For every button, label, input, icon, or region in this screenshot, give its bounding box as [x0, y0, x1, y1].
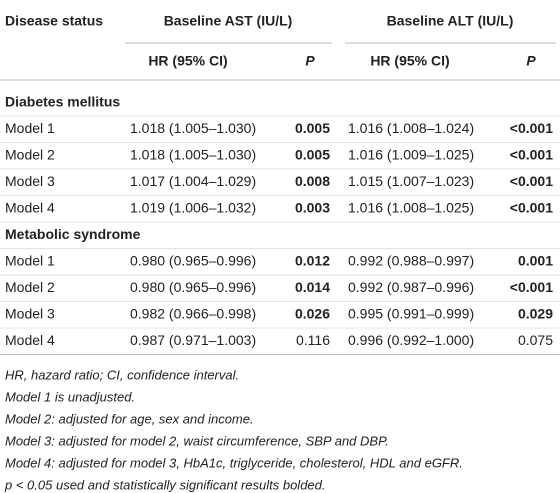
table-cell: 1.018 (1.005–1.030) — [130, 120, 256, 136]
row-label: Model 3 — [5, 306, 55, 322]
table-cell: <0.001 — [510, 279, 553, 295]
subheader-cell: HR (95% CI) — [148, 53, 227, 69]
subheader-cell: P — [305, 53, 315, 69]
table-cell: 0.980 (0.965–0.996) — [130, 279, 256, 295]
table-cell: 1.016 (1.008–1.024) — [348, 120, 474, 136]
footnote: HR, hazard ratio; CI, confidence interva… — [5, 367, 239, 382]
table-cell: 1.015 (1.007–1.023) — [348, 173, 474, 189]
table-cell: 0.075 — [518, 332, 553, 348]
table-cell: 0.001 — [518, 253, 553, 269]
table-cell: 0.982 (0.966–0.998) — [130, 306, 256, 322]
table-cell: <0.001 — [510, 147, 553, 163]
row-label: Model 4 — [5, 332, 55, 348]
table-cell: 0.012 — [295, 253, 330, 269]
header-cell: Baseline ALT (IU/L) — [387, 13, 514, 29]
footnote: Model 2: adjusted for age, sex and incom… — [5, 411, 254, 426]
section-title: Diabetes mellitus — [5, 94, 120, 110]
header-cell: Baseline AST (IU/L) — [164, 13, 293, 29]
subheader-cell: P — [526, 53, 536, 69]
table-cell: 0.005 — [295, 147, 330, 163]
section-title: Metabolic syndrome — [5, 226, 141, 242]
footnote: Model 4: adjusted for model 3, HbA1c, tr… — [5, 455, 463, 470]
row-label: Model 4 — [5, 200, 55, 216]
table-cell: 0.026 — [295, 306, 330, 322]
table-cell: 1.016 (1.009–1.025) — [348, 147, 474, 163]
row-label: Model 2 — [5, 147, 55, 163]
table-cell: 1.019 (1.006–1.032) — [130, 200, 256, 216]
table-cell: 0.008 — [295, 173, 330, 189]
table-cell: 1.017 (1.004–1.029) — [130, 173, 256, 189]
table-cell: <0.001 — [510, 173, 553, 189]
table-cell: <0.001 — [510, 120, 553, 136]
table-cell: 0.992 (0.988–0.997) — [348, 253, 474, 269]
footnote: p < 0.05 used and statistically signific… — [4, 477, 326, 492]
table-cell: 0.116 — [296, 332, 330, 348]
table-cell: 1.016 (1.008–1.025) — [348, 200, 474, 216]
table-cell: 1.018 (1.005–1.030) — [130, 147, 256, 163]
row-label: Model 3 — [5, 173, 55, 189]
row-label: Model 1 — [5, 120, 55, 136]
footnote: Model 1 is unadjusted. — [5, 389, 135, 404]
table-cell: 0.029 — [518, 306, 553, 322]
table-cell: 0.980 (0.965–0.996) — [130, 253, 256, 269]
table-cell: 0.996 (0.992–1.000) — [348, 332, 474, 348]
table-cell: <0.001 — [510, 200, 553, 216]
table-cell: 0.003 — [295, 200, 330, 216]
table-cell: 0.014 — [295, 279, 330, 295]
subheader-cell: HR (95% CI) — [370, 53, 449, 69]
table-cell: 0.992 (0.987–0.996) — [348, 279, 474, 295]
table-cell: 0.005 — [295, 120, 330, 136]
footnote: Model 3: adjusted for model 2, waist cir… — [5, 433, 389, 448]
table-cell: 0.995 (0.991–0.999) — [348, 306, 474, 322]
row-label: Model 2 — [5, 279, 55, 295]
row-label: Model 1 — [5, 253, 55, 269]
header-cell: Disease status — [5, 13, 103, 29]
table-cell: 0.987 (0.971–1.003) — [130, 332, 256, 348]
